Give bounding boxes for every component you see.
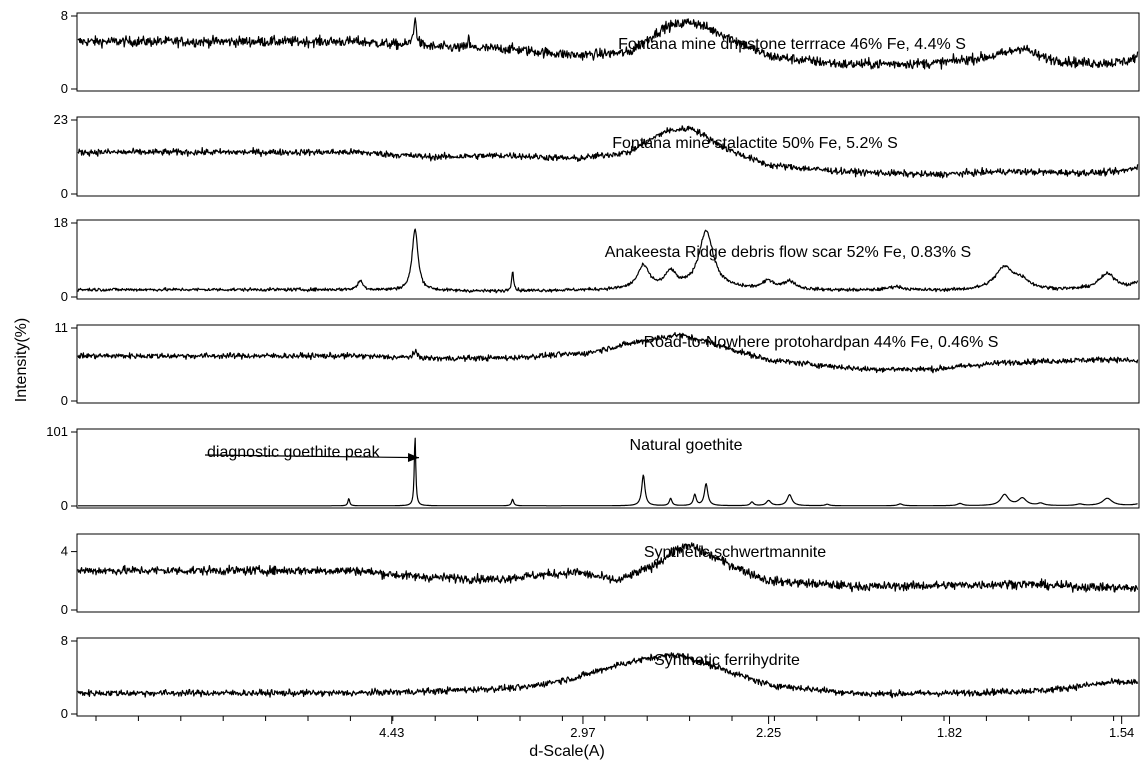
- y-tick-label: 18: [54, 215, 68, 230]
- y-tick-label: 4: [61, 544, 68, 559]
- panel-frame: [76, 116, 1140, 197]
- annotation-arrow: [204, 454, 420, 459]
- panels: 0 8 Fontana mine dripstone terrrace 46% Fe…: [46, 8, 1140, 721]
- x-tick-label: 4.43: [379, 725, 404, 740]
- diffraction-trace: [77, 332, 1139, 374]
- y-tick-label: 0: [61, 81, 68, 96]
- diffraction-trace: [78, 437, 1138, 507]
- diffraction-trace: [77, 17, 1139, 70]
- panel-frame: [76, 428, 1140, 509]
- y-tick-label: 11: [55, 320, 69, 335]
- sample-label: Anakeesta Ridge debris flow scar 52% Fe,…: [605, 244, 971, 261]
- panel-frame: [76, 324, 1140, 404]
- y-tick-label: 0: [61, 186, 68, 201]
- panel-frame: [76, 637, 1140, 717]
- sample-label: Fontana mine stalactite 50% Fe, 5.2% S: [612, 135, 897, 152]
- y-tick-label: 0: [61, 498, 68, 513]
- panel-frame: [76, 533, 1140, 613]
- diffraction-trace: [77, 125, 1139, 179]
- panel-7: 0 8 Synthetic ferrihydrite: [61, 633, 1140, 721]
- y-tick-label: 0: [61, 393, 68, 408]
- panel-frame: [76, 219, 1140, 300]
- sample-label: Road-to-Nowhere protohardpan 44% Fe, 0.4…: [644, 334, 999, 351]
- diffraction-trace: [77, 542, 1139, 593]
- panel-2: 0 23 Fontana mine stalactite 50% Fe, 5.2% …: [54, 112, 1140, 201]
- sample-label: Natural goethite: [630, 437, 743, 454]
- x-axis: 4.43 2.97 2.25 1.82 1.54: [95, 716, 1134, 740]
- y-tick-label: 23: [54, 112, 68, 127]
- annotation: diagnostic goethite peak: [204, 444, 420, 463]
- sample-label: Synthetic ferrihydrite: [654, 652, 800, 669]
- panel-frame: [76, 12, 1140, 92]
- x-tick-label: 2.25: [756, 725, 781, 740]
- panel-3: 0 18 Anakeesta Ridge debris flow scar 52% …: [54, 215, 1140, 304]
- sample-label: Fontana mine dripstone terrrace 46% Fe, …: [618, 36, 966, 53]
- panel-6: 0 4 Synthetic schwertmannite: [61, 533, 1140, 617]
- x-tick-label: 2.97: [570, 725, 595, 740]
- panel-5: 0 101 Natural goethite: [46, 424, 1140, 513]
- x-tick-label: 1.82: [937, 725, 962, 740]
- y-tick-label: 8: [61, 8, 68, 23]
- panel-4: 0 11 Road-to-Nowhere protohardpan 44% Fe, …: [55, 320, 1140, 408]
- sample-label: Synthetic schwertmannite: [644, 544, 826, 561]
- y-tick-label: 0: [61, 289, 68, 304]
- y-axis-label: Intensity(%): [13, 318, 30, 402]
- diffraction-trace: [77, 652, 1139, 699]
- y-tick-label: 0: [61, 602, 68, 617]
- y-tick-label: 101: [46, 424, 68, 439]
- panel-1: 0 8 Fontana mine dripstone terrrace 46% Fe…: [61, 8, 1140, 96]
- diffraction-trace: [77, 228, 1139, 294]
- arrow-head: [407, 453, 420, 463]
- x-tick-label: 1.54: [1109, 725, 1134, 740]
- annotation-text: diagnostic goethite peak: [207, 444, 381, 461]
- x-axis-label: d-Scale(A): [529, 743, 605, 760]
- y-tick-label: 0: [61, 706, 68, 721]
- y-tick-label: 8: [61, 633, 68, 648]
